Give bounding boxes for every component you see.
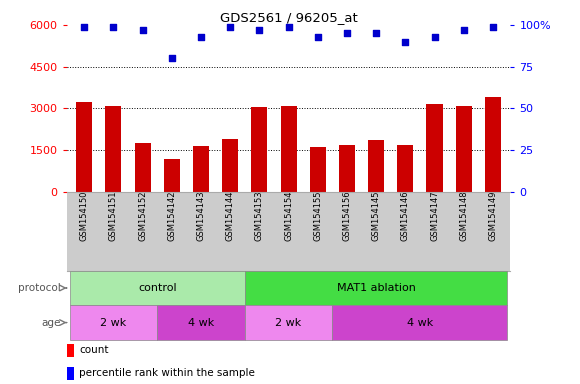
Point bbox=[167, 55, 176, 61]
Bar bbox=[485, 98, 501, 192]
Bar bbox=[70, 271, 245, 305]
Text: 4 wk: 4 wk bbox=[407, 318, 433, 328]
Bar bbox=[339, 145, 355, 192]
Text: control: control bbox=[138, 283, 176, 293]
Point bbox=[430, 33, 439, 40]
Bar bbox=[157, 305, 245, 340]
Bar bbox=[426, 104, 443, 192]
Bar bbox=[70, 305, 157, 340]
Bar bbox=[135, 143, 151, 192]
Point bbox=[342, 30, 351, 36]
Point bbox=[371, 30, 380, 36]
Bar bbox=[251, 107, 267, 192]
Point bbox=[109, 23, 118, 30]
Point bbox=[313, 33, 322, 40]
Bar bbox=[332, 305, 508, 340]
Bar bbox=[368, 141, 384, 192]
Text: 4 wk: 4 wk bbox=[188, 318, 214, 328]
Title: GDS2561 / 96205_at: GDS2561 / 96205_at bbox=[220, 11, 357, 24]
Point bbox=[79, 23, 89, 30]
Bar bbox=[193, 146, 209, 192]
Text: count: count bbox=[79, 346, 109, 356]
Bar bbox=[245, 305, 332, 340]
Point bbox=[284, 23, 293, 30]
Point bbox=[138, 27, 147, 33]
Text: percentile rank within the sample: percentile rank within the sample bbox=[79, 368, 255, 378]
Point bbox=[401, 39, 410, 45]
Bar bbox=[67, 344, 74, 357]
Bar bbox=[164, 159, 180, 192]
Bar bbox=[281, 106, 296, 192]
Point bbox=[459, 27, 468, 33]
Point bbox=[197, 33, 206, 40]
Point bbox=[488, 23, 498, 30]
Text: protocol: protocol bbox=[18, 283, 61, 293]
Bar bbox=[67, 367, 74, 379]
Point bbox=[226, 23, 235, 30]
Text: MAT1 ablation: MAT1 ablation bbox=[336, 283, 415, 293]
Bar bbox=[397, 145, 414, 192]
Text: 2 wk: 2 wk bbox=[276, 318, 302, 328]
Text: 2 wk: 2 wk bbox=[100, 318, 126, 328]
Bar bbox=[106, 106, 121, 192]
Bar bbox=[245, 271, 508, 305]
Point bbox=[255, 27, 264, 33]
Bar bbox=[76, 101, 92, 192]
Bar bbox=[456, 106, 472, 192]
Text: age: age bbox=[42, 318, 61, 328]
Bar bbox=[222, 139, 238, 192]
Bar bbox=[310, 147, 326, 192]
